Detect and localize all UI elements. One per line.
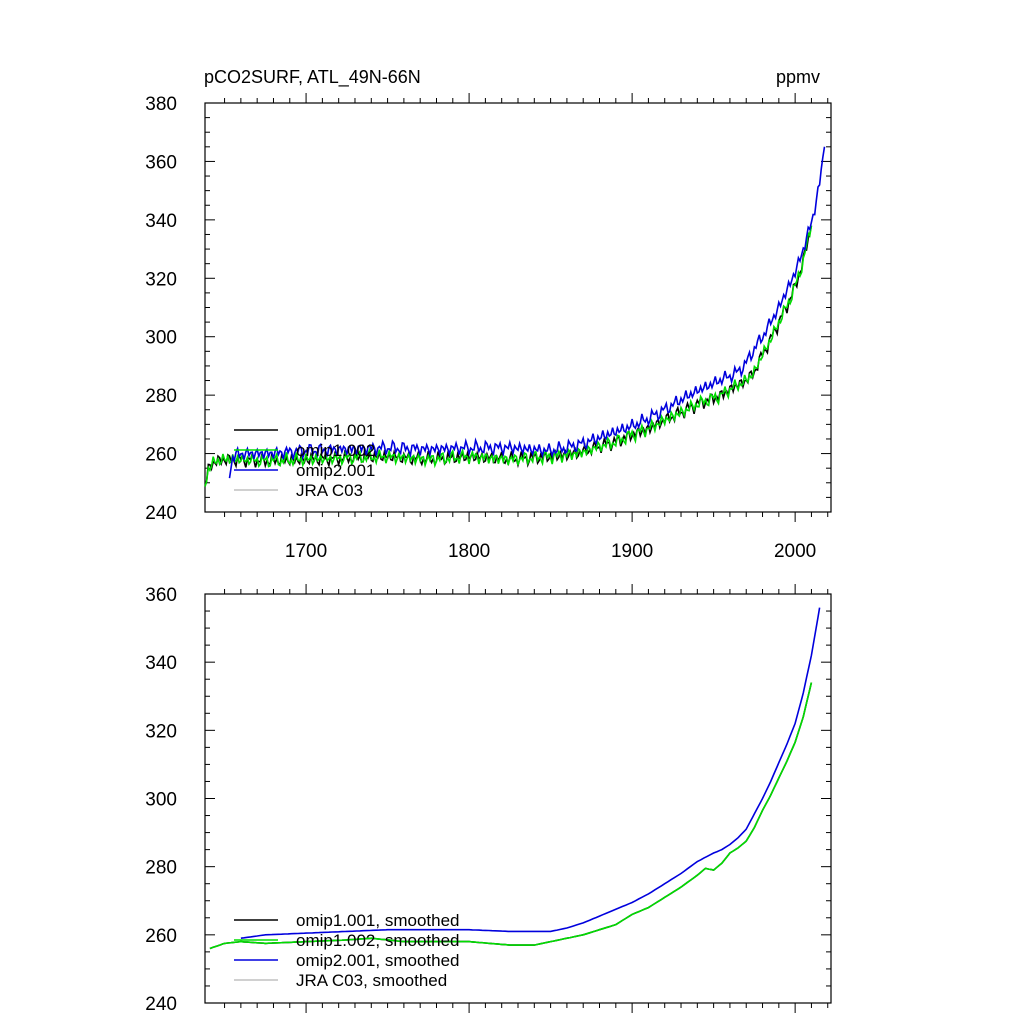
top-y-tick-label: 240	[145, 503, 177, 524]
bottom-panel: 240 260 280 300 320 340 360 omip1.001, smoothed…	[145, 584, 832, 1015]
top-legend-label: omip2.001	[296, 461, 375, 480]
bottom-y-tick-label: 300	[145, 790, 177, 811]
top-x-tick-label: 1900	[611, 541, 653, 562]
top-y-tick-label: 380	[145, 94, 177, 115]
bottom-series-line-2	[240, 607, 821, 939]
top-y-tick-label: 280	[145, 386, 177, 407]
top-legend-label: omip1.001	[296, 421, 375, 440]
bottom-y-tick-label: 280	[145, 858, 177, 879]
top-y-tick-label: 340	[145, 211, 177, 232]
top-x-tick-label: 1800	[448, 541, 490, 562]
bottom-series-line-1	[209, 682, 813, 950]
top-y-tick-label: 320	[145, 269, 177, 290]
top-x-tick-label: 1700	[285, 541, 327, 562]
top-panel-units: ppmv	[776, 67, 820, 87]
top-y-tick-label: 260	[145, 445, 177, 466]
bottom-y-tick-label: 340	[145, 653, 177, 674]
bottom-y-tick-label: 360	[145, 585, 177, 606]
bottom-series-line-0	[209, 682, 813, 950]
bottom-legend-label: omip1.001, smoothed	[296, 911, 460, 930]
top-panel-title: pCO2SURF, ATL_49N-66N	[204, 67, 421, 88]
top-panel: pCO2SURF, ATL_49N-66N ppmv 1700 1800 1900 2…	[145, 67, 832, 562]
bottom-y-tick-label: 260	[145, 926, 177, 947]
bottom-legend-label: omip2.001, smoothed	[296, 951, 460, 970]
bottom-legend-label: JRA C03, smoothed	[296, 971, 447, 990]
top-legend-label: omip1.002	[296, 441, 375, 460]
bottom-y-tick-label: 320	[145, 721, 177, 742]
top-series-line-1	[204, 225, 813, 487]
top-y-tick-label: 300	[145, 328, 177, 349]
top-series-line-2	[228, 146, 826, 479]
top-legend-label: JRA C03	[296, 481, 363, 500]
top-x-tick-label: 2000	[774, 541, 816, 562]
bottom-y-tick-label: 240	[145, 994, 177, 1015]
bottom-legend-label: omip1.002, smoothed	[296, 931, 460, 950]
top-y-tick-label: 360	[145, 152, 177, 173]
